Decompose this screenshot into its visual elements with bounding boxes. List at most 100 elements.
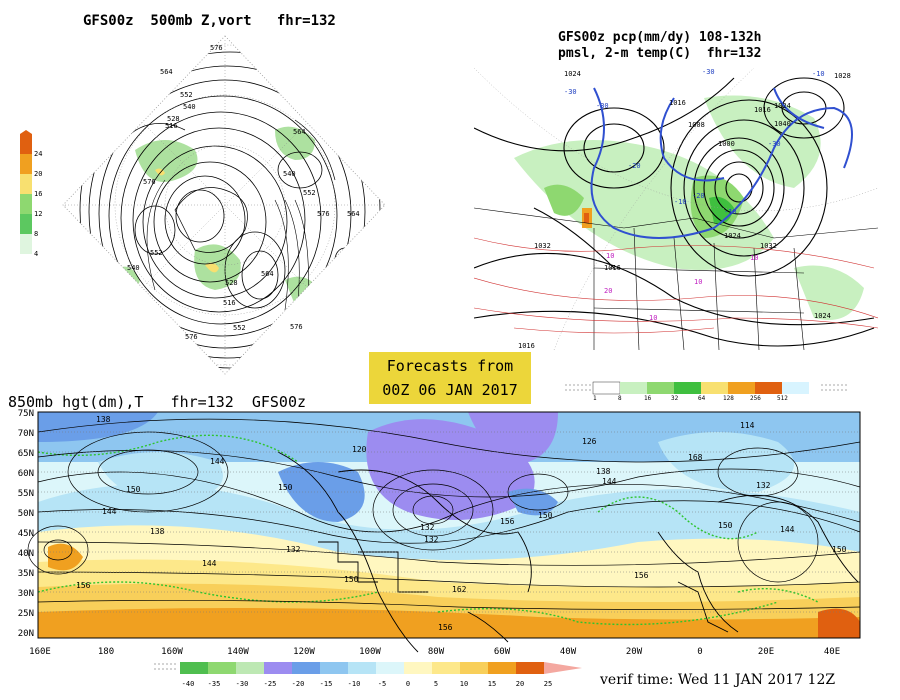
temp-cb-11 <box>488 662 516 674</box>
z500-contour-label: 576 <box>143 178 156 186</box>
z500-cb-label: 24 <box>34 150 42 158</box>
temp-cb-label: 20 <box>516 680 524 688</box>
h850-height-label: 132 <box>286 545 301 554</box>
pmsl-temp-label-blue: -20 <box>628 162 641 170</box>
pmsl-temp-label-red: 20 <box>604 287 612 295</box>
h850-height-label: 156 <box>500 517 515 526</box>
z500-contour-label: 528 <box>225 279 238 287</box>
verification-time: verif time: Wed 11 JAN 2017 12Z <box>600 672 836 688</box>
pcp-cb-1 <box>620 382 647 394</box>
lon-label: 60W <box>494 647 511 657</box>
h850-height-label: 150 <box>538 511 553 520</box>
h850-height-label: 150 <box>832 545 847 554</box>
pcp-cb-4 <box>701 382 728 394</box>
z500-contour-label: 564 <box>261 270 274 278</box>
h850-height-label: 156 <box>76 581 91 590</box>
z500-cb-2 <box>20 174 32 194</box>
pmsl-isobar-label: 1028 <box>834 72 851 80</box>
pmsl-temp-label-red: 10 <box>606 252 614 260</box>
h850-height-label: 168 <box>688 453 703 462</box>
h850-height-label: 150 <box>278 483 293 492</box>
pcp-cb-3 <box>674 382 701 394</box>
z500-contour-label: 564 <box>160 68 173 76</box>
pcp-cb-label: 512 <box>777 395 788 401</box>
lat-label: 70N <box>18 429 34 439</box>
pcp-cb-label: 64 <box>698 395 706 401</box>
temp-scale-bar: -40 -35 -30 -25 -20 -15 -10 -5 0 5 10 15… <box>154 662 582 688</box>
z500-contour-label: 552 <box>233 324 246 332</box>
h850-height-label: 150 <box>718 521 733 530</box>
pmsl-map: 1024 1016 1008 1000 1016 1024 1032 1040 … <box>474 68 878 350</box>
z500-map: 576 564 552 540 528 516 564 576 540 552 … <box>62 35 386 375</box>
h850-height-label: 144 <box>780 525 795 534</box>
pmsl-isobar-label: 1000 <box>718 140 735 148</box>
pmsl-isobar-label: 1024 <box>724 232 741 240</box>
z500-contour-label: 552 <box>180 91 193 99</box>
h850-height-label: 150 <box>126 485 141 494</box>
temp-cb-label: -30 <box>236 680 249 688</box>
lat-label: 55N <box>18 489 34 499</box>
pmsl-isobar-label: 1008 <box>688 121 705 129</box>
z500-contour-label: 576 <box>290 323 303 331</box>
lat-label: 25N <box>18 609 34 619</box>
temp-cb-label: -20 <box>292 680 305 688</box>
h850-height-label: 120 <box>352 445 367 454</box>
temp-cb-label: 5 <box>434 680 438 688</box>
forecast-line1: Forecasts from <box>386 357 514 375</box>
lon-label: 20W <box>626 647 643 657</box>
z500-contour-label: 540 <box>127 264 140 272</box>
lon-label: 120W <box>293 647 315 657</box>
pmsl-temp-label-red: 10 <box>649 314 657 322</box>
lon-label: 40W <box>560 647 577 657</box>
h850-height-label: 114 <box>740 421 755 430</box>
temp-cb-8 <box>404 662 432 674</box>
pmsl-isobar-label: 1040 <box>774 120 791 128</box>
temp-cb-9 <box>432 662 460 674</box>
pmsl-temp-label-blue: -10 <box>674 198 687 206</box>
forecast-line2: 00Z 06 JAN 2017 <box>382 381 518 399</box>
pmsl-temp-label-blue: -30 <box>768 140 781 148</box>
pmsl-isobar-label: 1016 <box>518 342 535 350</box>
pmsl-temp-label-blue: -20 <box>692 192 705 200</box>
pmsl-isobar-label: 1024 <box>774 102 791 110</box>
pmsl-temp-label-red: 10 <box>750 254 758 262</box>
lat-label: 65N <box>18 449 34 459</box>
temp-cb-label: 25 <box>544 680 552 688</box>
z500-cb-label: 16 <box>34 190 42 198</box>
pmsl-title-line2: pmsl, 2-m temp(C) fhr=132 <box>558 46 762 61</box>
temp-cb-label: -25 <box>264 680 277 688</box>
h850-height-label: 138 <box>596 467 611 476</box>
h850-title: 850mb hgt(dm),T fhr=132 GFS00z <box>8 393 307 411</box>
h850-height-label: 138 <box>96 415 111 424</box>
pmsl-temp-label-blue: -30 <box>564 88 577 96</box>
lat-label: 35N <box>18 569 34 579</box>
h850-height-label: 144 <box>202 559 217 568</box>
lat-label: 75N <box>18 409 34 419</box>
pmsl-isobar-label: 1024 <box>814 312 831 320</box>
lat-label: 40N <box>18 549 34 559</box>
pmsl-isobar-label: 1032 <box>534 242 551 250</box>
temp-cb-label: -40 <box>182 680 195 688</box>
pmsl-isobar-label: 1016 <box>604 264 621 272</box>
pcp-cb-label: 1 <box>593 395 597 401</box>
pcp-cb-label: 128 <box>723 395 734 401</box>
z500-cb-label: 12 <box>34 210 42 218</box>
z500-cb-5 <box>20 234 32 254</box>
z500-contour-label: 564 <box>293 128 306 136</box>
z500-contour-label: 576 <box>317 210 330 218</box>
z500-cb-3 <box>20 194 32 214</box>
temp-cb-4 <box>292 662 320 674</box>
pcp-cb-6 <box>755 382 782 394</box>
temp-cb-1 <box>208 662 236 674</box>
z500-cb-0 <box>20 134 32 154</box>
z500-contour-label: 528 <box>167 115 180 123</box>
pcp-cb-label: 32 <box>671 395 679 401</box>
temp-cb-label: -35 <box>208 680 221 688</box>
h850-height-label: 156 <box>438 623 453 632</box>
z500-cb-label: 20 <box>34 170 42 178</box>
h850-height-label: 144 <box>102 507 117 516</box>
z500-cb-1 <box>20 154 32 174</box>
h850-height-label: 138 <box>150 527 165 536</box>
temp-cb-label: -5 <box>378 680 386 688</box>
pcp-cb-2 <box>647 382 674 394</box>
